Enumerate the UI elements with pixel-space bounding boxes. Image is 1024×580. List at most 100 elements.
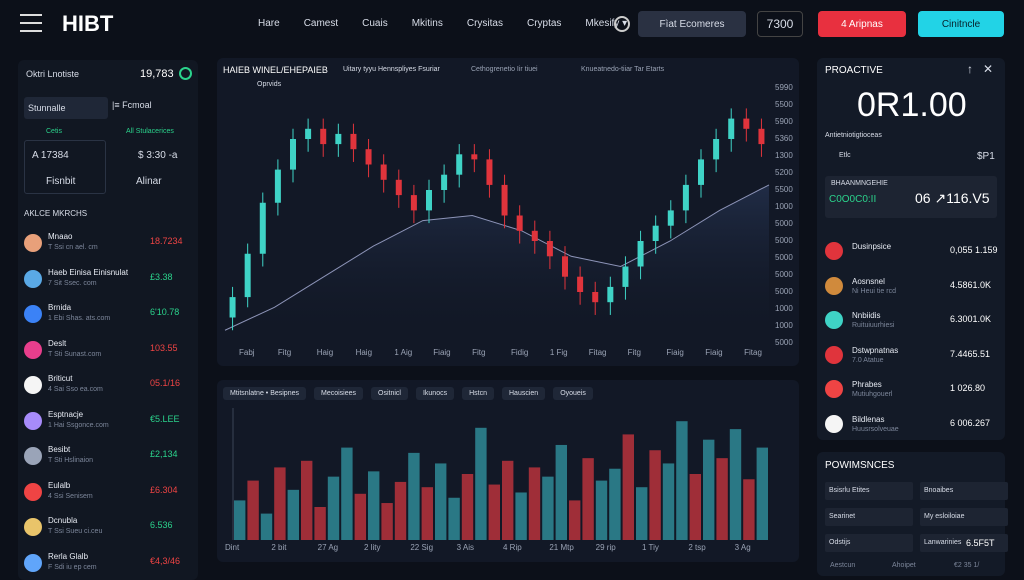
asset-name[interactable]: Haeb Einisa Einisnulat xyxy=(48,267,129,277)
y-tick-label: 5900 xyxy=(775,117,793,126)
candle-body xyxy=(365,149,372,165)
asset-icon xyxy=(825,414,843,433)
asset-name[interactable]: Rerla Glalb xyxy=(48,551,89,561)
box-code: C0O0C0:II xyxy=(829,194,877,205)
candle-body xyxy=(637,241,644,267)
menu-icon[interactable] xyxy=(20,14,42,32)
x-tick-label: Fiaig xyxy=(433,348,450,357)
perf-cell[interactable]: Lanwarinies xyxy=(920,534,1008,552)
asset-value: 6 006.267 xyxy=(950,417,991,428)
tab[interactable]: Ikunocs xyxy=(415,387,455,400)
volume-bar xyxy=(622,434,634,540)
y-tick-label: 5000 xyxy=(775,287,793,296)
volume-bar xyxy=(408,452,420,540)
asset-name[interactable]: Esptnacje xyxy=(48,409,84,419)
left-title: Oktri Lnotiste xyxy=(26,69,80,79)
perf-cell[interactable]: Bnoaibes xyxy=(920,482,1008,500)
buy-label: Cinitncle xyxy=(941,18,981,30)
buy-button[interactable]: Cinitncle xyxy=(918,11,1004,37)
asset-name[interactable]: Nnbiidis xyxy=(852,311,881,320)
nav-link[interactable]: Mkitins xyxy=(411,18,443,29)
asset-name[interactable]: Aosnsnel xyxy=(852,276,885,286)
candle-body xyxy=(290,139,296,170)
asset-icon xyxy=(24,376,42,394)
x-tick-label: Haig xyxy=(356,348,372,357)
price: A 17384 xyxy=(32,150,69,161)
candle-body xyxy=(728,118,735,139)
asset-name[interactable]: Bildlenas xyxy=(852,414,885,424)
volume-bar xyxy=(435,463,447,540)
asset-sub: Mutiuhgouerl xyxy=(852,391,893,398)
x-tick-label: Dint xyxy=(225,543,240,552)
y-tick-label: 1300 xyxy=(775,151,793,160)
tab[interactable]: Hauscien xyxy=(502,387,546,400)
tab[interactable]: Oyoueis xyxy=(553,387,593,400)
asset-name[interactable]: Dstwpnatnas xyxy=(852,345,899,355)
candle-body xyxy=(743,118,750,129)
volume-bar xyxy=(595,480,608,540)
nav-link[interactable]: Cuais xyxy=(362,18,388,29)
box-label: BHAANMNGEHIE xyxy=(831,180,888,187)
nav-link[interactable]: Hare xyxy=(258,18,280,29)
tab[interactable]: Mecoisiees xyxy=(314,387,364,400)
tab[interactable]: Hstcn xyxy=(462,387,494,400)
candle-body xyxy=(259,202,266,254)
balance: 7300 xyxy=(766,17,794,31)
asset-name[interactable]: Dcnubla xyxy=(48,516,78,525)
nav-link[interactable]: Mkesify ▾ xyxy=(585,18,628,29)
volume-bar xyxy=(461,474,474,540)
y-tick-label: 5500 xyxy=(775,185,793,194)
perf-cell[interactable]: My esloiloiae xyxy=(920,508,1008,526)
asset-name[interactable]: Mnaao xyxy=(48,232,73,241)
asset-icon xyxy=(825,242,843,260)
sell-button[interactable]: 4 Aripnas xyxy=(818,11,906,37)
refresh-icon[interactable] xyxy=(179,67,192,80)
asset-name[interactable]: Besibt xyxy=(48,445,71,454)
nav-link[interactable]: Camest xyxy=(303,18,339,29)
volume-bar xyxy=(502,460,514,540)
settings-icon[interactable] xyxy=(614,16,630,32)
candle-body xyxy=(335,133,342,145)
perf-cell[interactable]: Odstijs xyxy=(825,534,913,552)
filter[interactable]: All Stulacerices xyxy=(126,128,174,135)
nav-link[interactable]: Cryptas xyxy=(526,18,562,29)
action[interactable]: Alinar xyxy=(136,176,162,187)
volume-bar xyxy=(703,439,715,540)
perf-cell[interactable]: Bsisrlu Etites xyxy=(825,482,913,500)
logo[interactable]: HIBT xyxy=(62,11,114,36)
volume-bar xyxy=(488,484,500,540)
close-icon[interactable]: ↑ ✕ xyxy=(967,62,994,76)
action[interactable]: Fisnbit xyxy=(46,176,76,187)
caption: Antietniotigtioceas xyxy=(825,132,882,139)
tab[interactable]: Stunnalle xyxy=(24,97,108,119)
nav-link[interactable]: Crysitas xyxy=(466,18,503,29)
asset-name[interactable]: Phrabes xyxy=(852,380,882,389)
asset-name[interactable]: Dusinpsice xyxy=(852,242,892,251)
asset-name[interactable]: Brnida xyxy=(48,303,72,312)
asset-name[interactable]: Briticut xyxy=(48,374,73,383)
right-panel: PROACTIVE ↑ ✕ 0R1.00 Antietniotigtioceas… xyxy=(817,58,1005,440)
asset-name[interactable]: Deslt xyxy=(48,338,67,348)
perf-title: POWIMSNCES xyxy=(825,460,895,471)
tab[interactable]: Ositnicl xyxy=(371,387,408,400)
perf-cell[interactable]: Searinet xyxy=(825,508,913,526)
tab[interactable]: Mtitsnlatne • Besipnes xyxy=(223,387,306,400)
asset-value: €5.LEE xyxy=(150,413,180,424)
asset-sub: 7 Sit Ssec. com xyxy=(48,279,97,287)
candle-body xyxy=(592,292,599,303)
rate: $P1 xyxy=(977,151,995,162)
search-button[interactable]: Fìat Ecomeres xyxy=(638,11,746,37)
tab[interactable]: |≡ Fcmoal xyxy=(112,100,152,110)
price-chart: 5990 5500 5900 5360 1300 5200 5500 1000 5000 5000… xyxy=(224,83,793,357)
balance-box[interactable]: 7300 xyxy=(757,11,803,37)
candle-body xyxy=(410,195,417,211)
volume-bar xyxy=(515,492,527,540)
filter[interactable]: Cetis xyxy=(46,128,62,135)
candle-body xyxy=(698,159,704,185)
asset-name[interactable]: Eulalb xyxy=(48,480,71,490)
volume-bar xyxy=(582,458,594,540)
asset-value: 0,055 1.159 xyxy=(950,245,998,255)
left-panel: Oktri Lnotiste 19,783 Stunnalle |≡ Fcmoa… xyxy=(18,60,198,580)
x-tick-label: 2 tsp xyxy=(688,543,706,552)
